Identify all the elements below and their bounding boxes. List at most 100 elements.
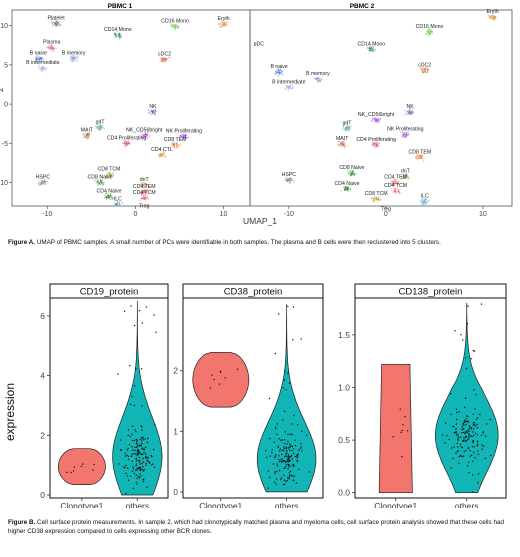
umap-point	[70, 57, 73, 59]
umap-point	[164, 59, 167, 61]
umap-point	[410, 111, 413, 113]
x-tick-label: Clonotype1	[199, 501, 242, 508]
umap-point	[421, 198, 423, 200]
umap-point	[152, 111, 154, 113]
jitter-point	[276, 433, 278, 435]
jitter-point	[472, 431, 474, 433]
umap-point	[220, 21, 222, 23]
figure-a-caption: Figure A. UMAP of PBMC samples. A small …	[8, 238, 513, 247]
jitter-point	[458, 436, 460, 438]
umap-point	[424, 200, 426, 202]
umap-point	[223, 22, 225, 24]
umap-point	[378, 142, 380, 144]
jitter-point	[484, 435, 487, 437]
umap-point	[160, 59, 162, 61]
jitter-point	[138, 466, 140, 468]
jitter-point	[402, 424, 404, 426]
umap-point	[88, 133, 90, 135]
umap-point	[318, 77, 321, 79]
umap-point	[114, 34, 116, 36]
jitter-point	[146, 457, 148, 459]
umap-point	[98, 128, 100, 130]
umap-point	[420, 68, 423, 71]
umap-point	[337, 145, 339, 147]
umap-point	[374, 196, 376, 198]
umap-point	[277, 68, 280, 70]
jitter-point	[152, 463, 154, 465]
jitter-point	[284, 455, 286, 458]
jitter-point	[298, 468, 300, 471]
x-tick-label: -10	[284, 211, 294, 218]
umap-point	[56, 24, 58, 26]
umap-point	[41, 59, 43, 62]
umap-point	[349, 172, 351, 174]
umap-point	[144, 194, 146, 196]
umap-point	[171, 24, 173, 26]
jitter-point	[461, 432, 463, 434]
jitter-point	[299, 447, 302, 449]
umap-point	[285, 87, 287, 89]
umap-point	[373, 50, 375, 52]
umap-point	[376, 119, 378, 121]
umap-point	[38, 58, 40, 60]
umap-point	[36, 55, 39, 57]
umap-point	[347, 127, 349, 129]
jitter-point	[127, 455, 130, 458]
umap-point	[374, 117, 377, 120]
umap-point	[397, 191, 399, 193]
umap-point	[45, 183, 47, 185]
umap-point	[106, 174, 109, 176]
jitter-point	[482, 445, 485, 447]
umap-point	[96, 181, 98, 183]
y-tick-label: 0	[4, 102, 8, 109]
umap-point	[85, 133, 87, 135]
jitter-point	[290, 445, 292, 447]
umap-point	[405, 173, 407, 175]
jitter-point	[460, 436, 462, 439]
umap-point	[37, 183, 40, 185]
jitter-point	[289, 465, 291, 468]
umap-cluster-label: NK_CD56bright	[358, 112, 395, 118]
jitter-point	[462, 339, 464, 341]
jitter-point	[476, 445, 478, 447]
umap-point	[73, 60, 75, 63]
umap-point	[424, 201, 426, 203]
umap-point	[141, 194, 143, 196]
umap-point	[494, 19, 496, 21]
jitter-point	[273, 481, 276, 483]
umap-point	[141, 137, 143, 139]
jitter-point	[305, 434, 308, 436]
umap-point	[160, 61, 163, 63]
jitter-point	[269, 437, 271, 440]
jitter-point	[142, 436, 144, 438]
umap-point	[140, 191, 142, 194]
jitter-point	[281, 439, 284, 441]
umap-point	[429, 31, 431, 33]
umap-point	[43, 183, 45, 185]
x-tick-label: 10	[479, 211, 487, 218]
umap-point	[45, 68, 47, 70]
umap-point	[148, 198, 150, 200]
jitter-point	[142, 461, 145, 463]
jitter-point	[126, 454, 128, 456]
umap-point	[94, 180, 96, 182]
umap-point	[141, 196, 143, 198]
umap-point	[373, 200, 375, 203]
umap-point	[54, 22, 56, 24]
umap-cluster-label: CD4 TCM	[133, 190, 156, 196]
umap-point	[488, 16, 490, 18]
umap-point	[38, 182, 40, 184]
umap-point	[95, 126, 97, 128]
umap-point	[173, 27, 175, 29]
umap-point	[411, 112, 413, 114]
umap-cluster-label: CD8 TEM	[164, 137, 187, 143]
umap-point	[372, 198, 374, 200]
umap-point	[126, 143, 128, 146]
y-tick-label: 0	[40, 490, 45, 500]
umap-point	[184, 134, 186, 136]
umap-point	[168, 56, 170, 59]
jitter-point	[135, 367, 137, 370]
jitter-point	[135, 465, 137, 467]
umap-point	[284, 179, 286, 181]
umap-point	[38, 66, 40, 68]
